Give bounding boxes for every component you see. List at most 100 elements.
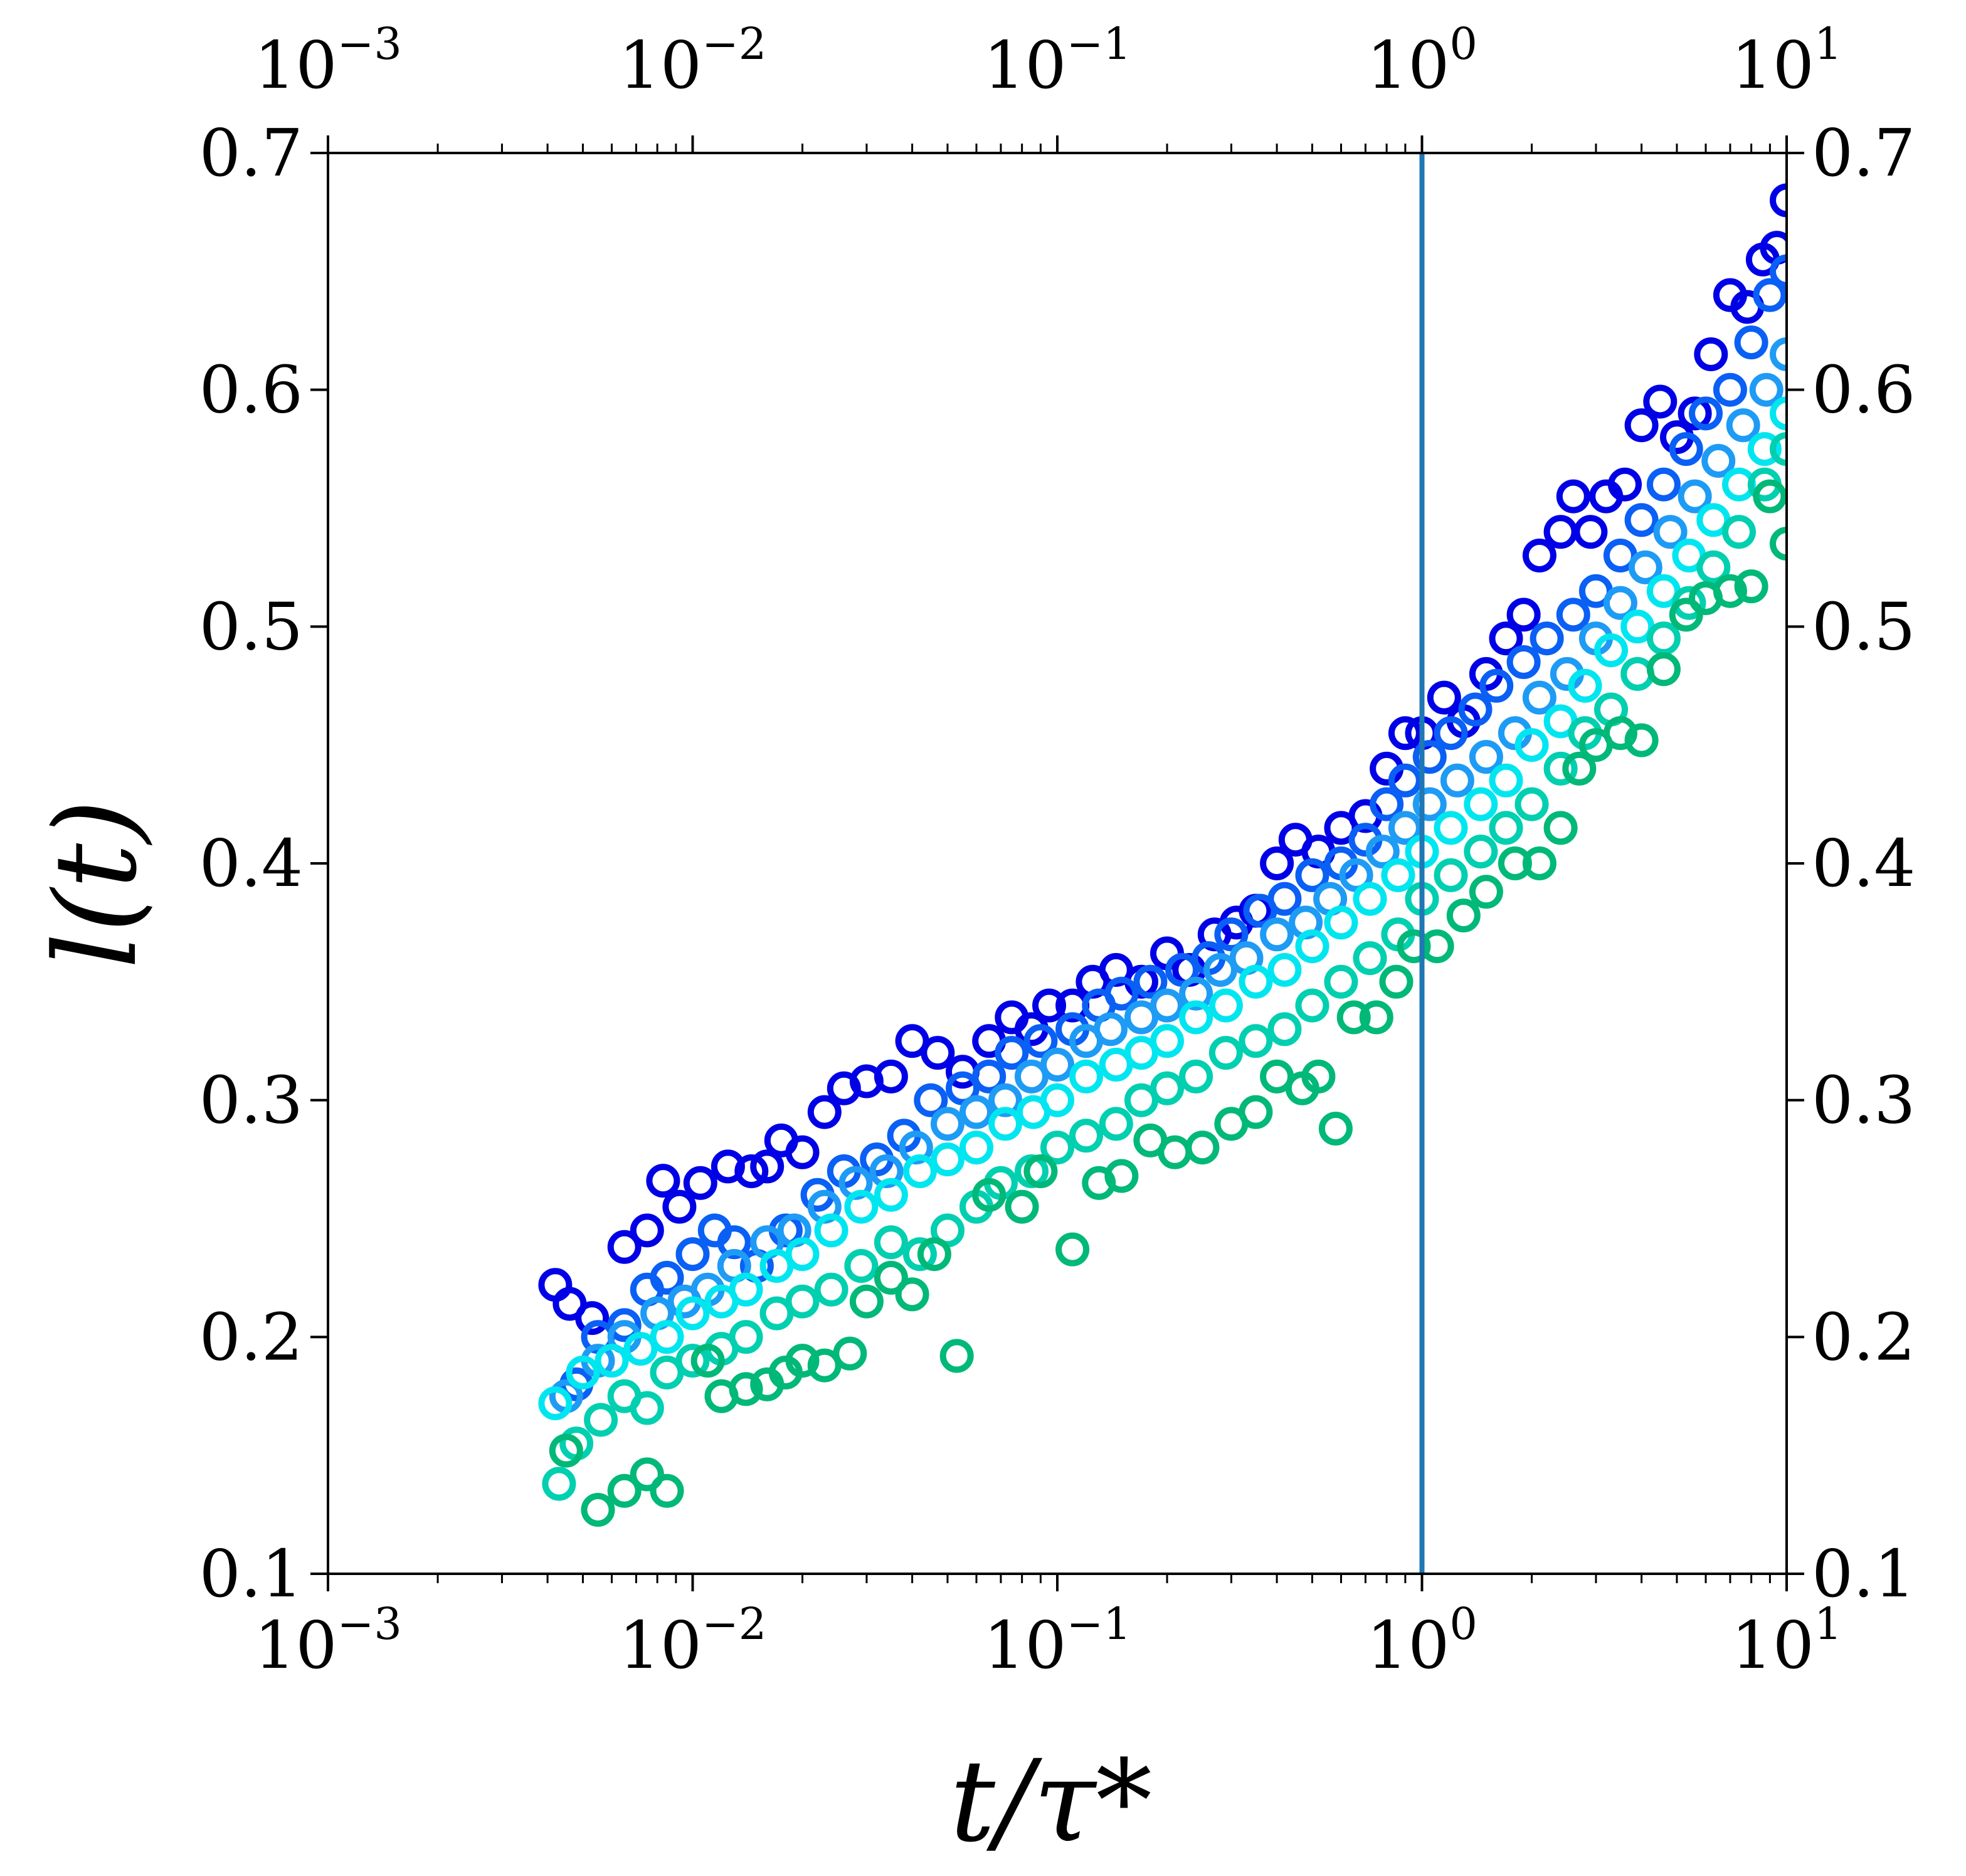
y-tick-label: 0.1 bbox=[199, 1536, 303, 1612]
data-point bbox=[1770, 183, 1787, 218]
data-point bbox=[1040, 1048, 1074, 1082]
data-point bbox=[1381, 858, 1415, 892]
data-point bbox=[902, 1237, 937, 1272]
data-point bbox=[959, 1095, 993, 1129]
data-point bbox=[988, 1107, 1022, 1141]
data-point bbox=[1624, 408, 1659, 443]
data-point bbox=[1133, 964, 1168, 999]
data-point bbox=[630, 1213, 664, 1248]
data-point bbox=[785, 1344, 820, 1378]
series-6 bbox=[549, 479, 1787, 1527]
x-tick-label-top: 100 bbox=[1366, 18, 1477, 103]
data-point bbox=[1150, 988, 1184, 1023]
data-point bbox=[1324, 964, 1358, 999]
data-point bbox=[734, 1154, 769, 1188]
data-point bbox=[1023, 1154, 1058, 1188]
data-point bbox=[1522, 846, 1556, 880]
y-tick-label-right: 0.4 bbox=[1812, 825, 1915, 902]
data-point bbox=[874, 1225, 908, 1260]
data-point bbox=[1179, 976, 1213, 1011]
data-point bbox=[729, 1320, 763, 1354]
data-point bbox=[902, 1154, 937, 1188]
series-3 bbox=[549, 337, 1787, 1413]
data-point bbox=[1620, 656, 1655, 691]
data-point bbox=[1469, 875, 1503, 909]
y-axis-title: l(t) bbox=[31, 799, 162, 969]
data-point bbox=[575, 1301, 610, 1336]
data-point bbox=[1722, 515, 1756, 549]
data-point bbox=[1336, 1000, 1371, 1035]
data-point bbox=[1562, 751, 1597, 786]
data-point bbox=[630, 1391, 664, 1425]
data-point bbox=[1295, 858, 1329, 892]
data-point bbox=[646, 1164, 680, 1198]
data-point bbox=[566, 1356, 600, 1389]
data-point bbox=[1412, 787, 1447, 821]
data-point bbox=[607, 1473, 642, 1508]
data-point bbox=[1165, 952, 1200, 987]
data-point bbox=[1295, 929, 1329, 964]
data-point bbox=[1379, 964, 1414, 999]
y-tick-label: 0.4 bbox=[199, 825, 303, 902]
data-point bbox=[785, 1284, 820, 1319]
data-point bbox=[1388, 811, 1422, 845]
data-point bbox=[1753, 479, 1787, 514]
data-point bbox=[650, 1473, 684, 1508]
data-point bbox=[1440, 763, 1474, 798]
data-point bbox=[1458, 692, 1493, 727]
data-point bbox=[1069, 1059, 1103, 1093]
data-point bbox=[1689, 396, 1723, 431]
series-2 bbox=[559, 254, 1787, 1401]
data-point bbox=[1359, 1000, 1393, 1035]
data-point bbox=[662, 1189, 697, 1224]
data-point bbox=[1388, 763, 1422, 798]
data-point bbox=[939, 1339, 974, 1373]
data-point bbox=[1094, 1012, 1128, 1046]
data-point bbox=[729, 1372, 763, 1406]
data-point bbox=[1701, 444, 1736, 478]
data-point bbox=[844, 1189, 879, 1224]
y-tick-label: 0.7 bbox=[199, 115, 303, 191]
x-axis-title: t/τ* bbox=[950, 1736, 1153, 1867]
data-point bbox=[874, 1059, 908, 1093]
data-point bbox=[959, 1130, 993, 1165]
data-point bbox=[1464, 787, 1498, 821]
data-point bbox=[1353, 941, 1387, 976]
data-point bbox=[1608, 467, 1642, 502]
data-point bbox=[1069, 1119, 1103, 1153]
data-point bbox=[899, 1130, 933, 1165]
data-point bbox=[1370, 787, 1404, 821]
data-point bbox=[1556, 598, 1590, 632]
data-point bbox=[895, 1277, 929, 1312]
data-point bbox=[849, 1284, 884, 1319]
data-point bbox=[917, 1237, 951, 1272]
data-point bbox=[1489, 621, 1523, 656]
data-point bbox=[988, 1083, 1022, 1117]
y-tick-label: 0.3 bbox=[199, 1062, 303, 1139]
data-point bbox=[1770, 527, 1787, 561]
data-point bbox=[1158, 1135, 1192, 1169]
y-tick-label-right: 0.7 bbox=[1812, 115, 1915, 191]
data-point bbox=[1603, 716, 1637, 751]
data-point bbox=[1568, 668, 1602, 703]
data-point bbox=[1543, 751, 1578, 786]
data-point bbox=[1318, 1112, 1353, 1146]
data-point bbox=[1506, 598, 1541, 632]
data-point bbox=[1239, 1024, 1273, 1058]
data-point bbox=[630, 1457, 664, 1492]
data-point bbox=[1040, 1083, 1074, 1117]
data-point bbox=[1446, 898, 1481, 933]
data-point bbox=[1150, 1024, 1184, 1058]
data-point bbox=[1388, 716, 1422, 751]
data-point bbox=[1301, 1059, 1336, 1093]
data-point bbox=[1734, 325, 1768, 360]
x-tick-label-top: 10−1 bbox=[983, 18, 1131, 103]
data-points bbox=[538, 183, 1787, 1527]
data-point bbox=[1669, 598, 1703, 632]
data-point bbox=[1032, 988, 1066, 1023]
data-point bbox=[1239, 964, 1273, 999]
data-point bbox=[1734, 569, 1768, 604]
data-point bbox=[1203, 952, 1237, 987]
y-tick-label-right: 0.1 bbox=[1812, 1536, 1915, 1612]
